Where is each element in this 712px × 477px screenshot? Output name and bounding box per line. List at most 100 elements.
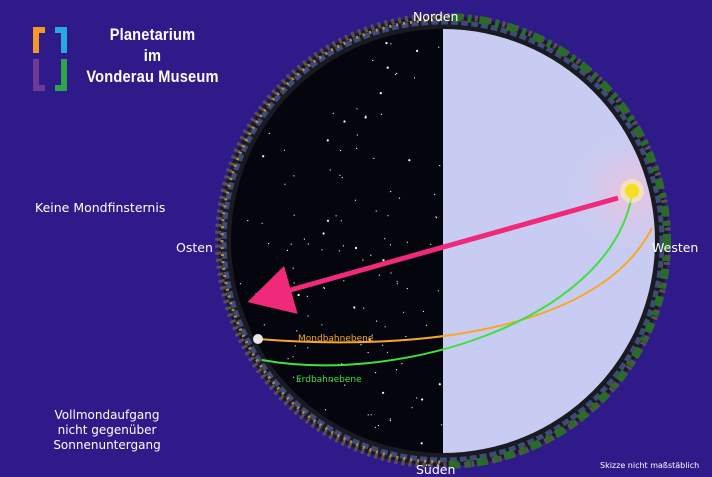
moonrise-caption-line-3: Sonnenuntergang bbox=[53, 438, 161, 452]
star bbox=[382, 259, 385, 262]
star bbox=[363, 307, 365, 309]
star bbox=[326, 139, 329, 142]
day-sky bbox=[443, 29, 655, 453]
logo-line-3: Vonderau Museum bbox=[86, 67, 219, 86]
star bbox=[416, 397, 418, 399]
star bbox=[367, 414, 369, 416]
star bbox=[385, 42, 388, 45]
star bbox=[375, 372, 377, 374]
star bbox=[321, 249, 323, 251]
star bbox=[386, 66, 389, 69]
direction-south: Süden bbox=[416, 462, 456, 477]
star bbox=[373, 157, 375, 159]
star bbox=[332, 112, 334, 114]
star bbox=[360, 344, 362, 346]
star bbox=[401, 363, 403, 365]
star bbox=[284, 183, 286, 185]
star bbox=[326, 219, 330, 222]
star bbox=[378, 274, 380, 276]
star bbox=[339, 174, 341, 176]
star bbox=[398, 197, 401, 199]
direction-north: Norden bbox=[413, 9, 459, 24]
star bbox=[263, 324, 265, 326]
star bbox=[436, 217, 438, 219]
star bbox=[307, 243, 309, 245]
star bbox=[421, 398, 424, 401]
moon-orbit-arc bbox=[257, 227, 653, 344]
star bbox=[406, 287, 408, 290]
star bbox=[416, 49, 419, 53]
star bbox=[340, 149, 342, 152]
star bbox=[420, 442, 423, 445]
star bbox=[293, 214, 295, 216]
star bbox=[422, 310, 425, 313]
sun-to-moon-arrow bbox=[247, 195, 619, 314]
star bbox=[396, 72, 398, 75]
star bbox=[268, 243, 270, 245]
night-sky bbox=[231, 29, 443, 453]
star bbox=[403, 311, 405, 313]
logo-title: Planetarium im Vonderau Museum bbox=[77, 24, 228, 87]
star bbox=[268, 132, 270, 134]
star bbox=[379, 92, 382, 95]
star bbox=[261, 222, 263, 224]
star bbox=[322, 232, 325, 235]
star bbox=[430, 243, 432, 245]
star bbox=[298, 379, 300, 381]
museum-logo-icon bbox=[33, 27, 67, 91]
moonrise-caption-line-2: nicht gegenüber bbox=[57, 423, 157, 437]
star bbox=[408, 159, 411, 162]
star bbox=[356, 147, 358, 149]
star bbox=[290, 243, 292, 245]
star bbox=[338, 250, 340, 252]
star bbox=[303, 238, 305, 240]
star bbox=[396, 281, 398, 283]
star bbox=[297, 293, 300, 297]
star bbox=[293, 282, 295, 284]
earth-orbit-arc bbox=[261, 194, 633, 367]
star bbox=[405, 335, 407, 338]
star bbox=[342, 245, 344, 247]
star bbox=[255, 293, 257, 295]
star bbox=[329, 169, 331, 171]
star bbox=[356, 108, 358, 110]
star bbox=[324, 409, 327, 411]
star bbox=[283, 149, 286, 151]
star bbox=[384, 326, 386, 328]
star bbox=[356, 134, 358, 136]
star bbox=[330, 380, 332, 382]
star bbox=[386, 351, 389, 353]
direction-west: Westen bbox=[652, 240, 699, 255]
moonrise-caption: Vollmondaufgang nicht gegenüber Sonnenun… bbox=[32, 408, 182, 453]
star bbox=[292, 356, 294, 358]
star bbox=[440, 424, 443, 426]
star bbox=[367, 351, 369, 354]
star bbox=[413, 77, 416, 79]
full-moon-icon bbox=[253, 334, 263, 344]
sun-icon bbox=[620, 179, 644, 203]
star bbox=[368, 338, 371, 341]
star bbox=[239, 283, 241, 285]
star bbox=[439, 165, 441, 167]
star bbox=[389, 244, 392, 246]
star bbox=[286, 249, 289, 251]
star bbox=[438, 383, 441, 386]
logo-line-2: im bbox=[143, 46, 162, 65]
star bbox=[375, 320, 378, 322]
star bbox=[306, 295, 308, 297]
star bbox=[307, 347, 309, 349]
star bbox=[395, 73, 397, 75]
star bbox=[323, 286, 325, 289]
star bbox=[374, 426, 376, 428]
star bbox=[287, 358, 289, 360]
star bbox=[247, 220, 249, 222]
star bbox=[425, 324, 428, 326]
star bbox=[434, 193, 436, 195]
star bbox=[382, 391, 385, 394]
star bbox=[370, 254, 372, 256]
star bbox=[384, 238, 386, 240]
star bbox=[395, 369, 398, 371]
star bbox=[387, 215, 389, 217]
star bbox=[293, 175, 295, 177]
